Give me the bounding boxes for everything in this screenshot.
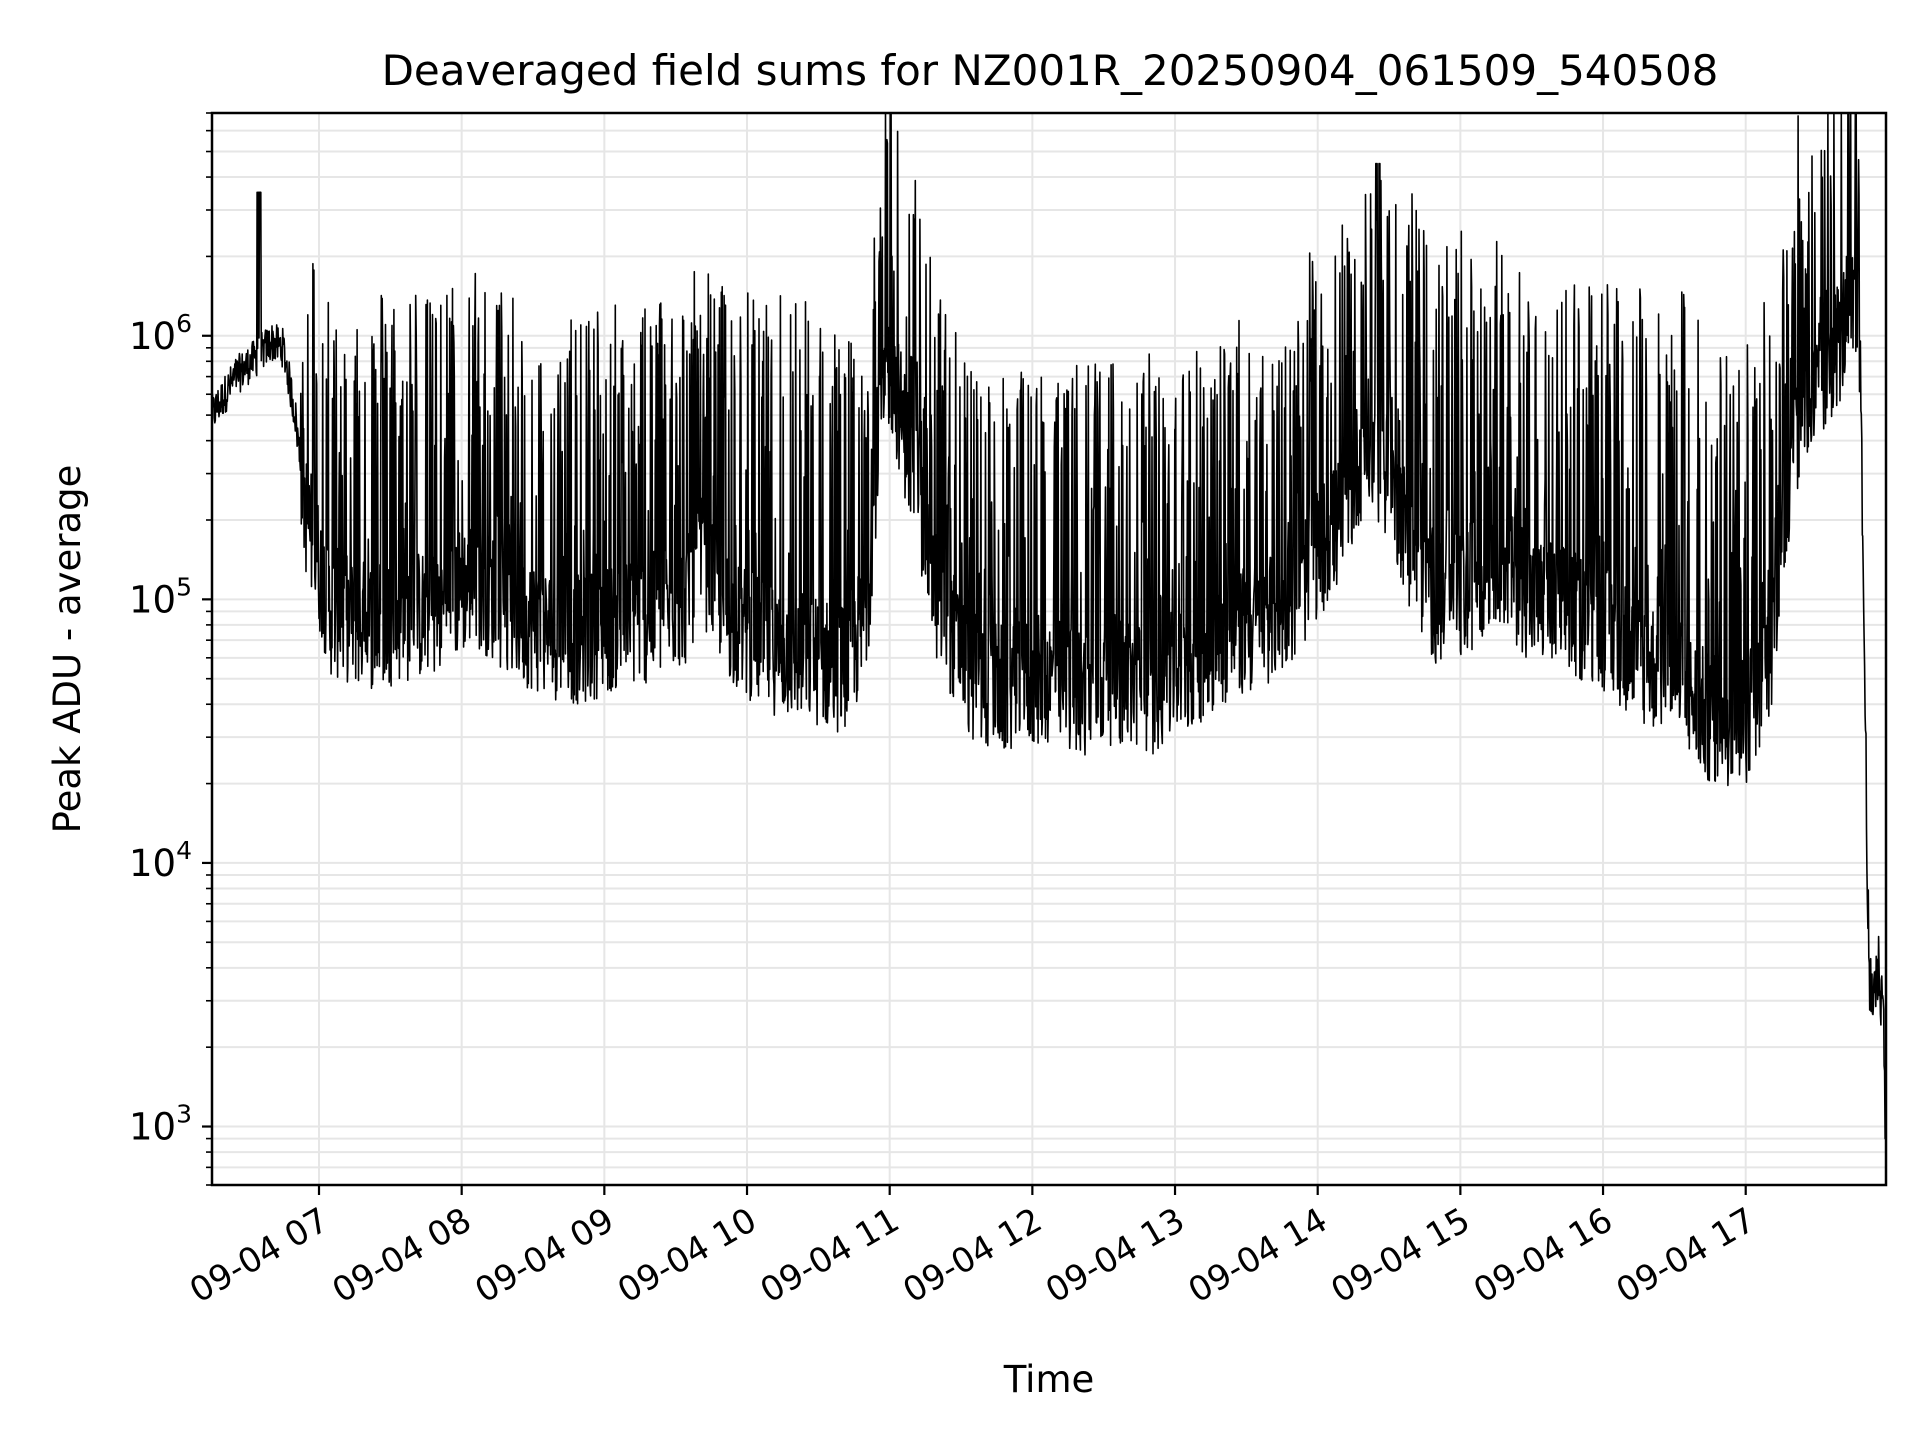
plot-frame [210,111,1888,1187]
plot-area [212,113,1886,1140]
y-tick-label: 105 [129,572,192,621]
y-tick-label: 104 [129,836,192,885]
x-axis-label: Time [1003,1358,1095,1401]
y-tick-label: 106 [129,309,192,358]
grid [212,112,1886,1186]
y-axis: 103 104 105 106 [129,112,212,1186]
chart-title: Deaveraged field sums for NZ001R_2025090… [382,46,1719,95]
y-tick-label: 103 [129,1100,192,1149]
series-line [212,113,1886,1140]
y-axis-label: Peak ADU - average [46,465,89,834]
